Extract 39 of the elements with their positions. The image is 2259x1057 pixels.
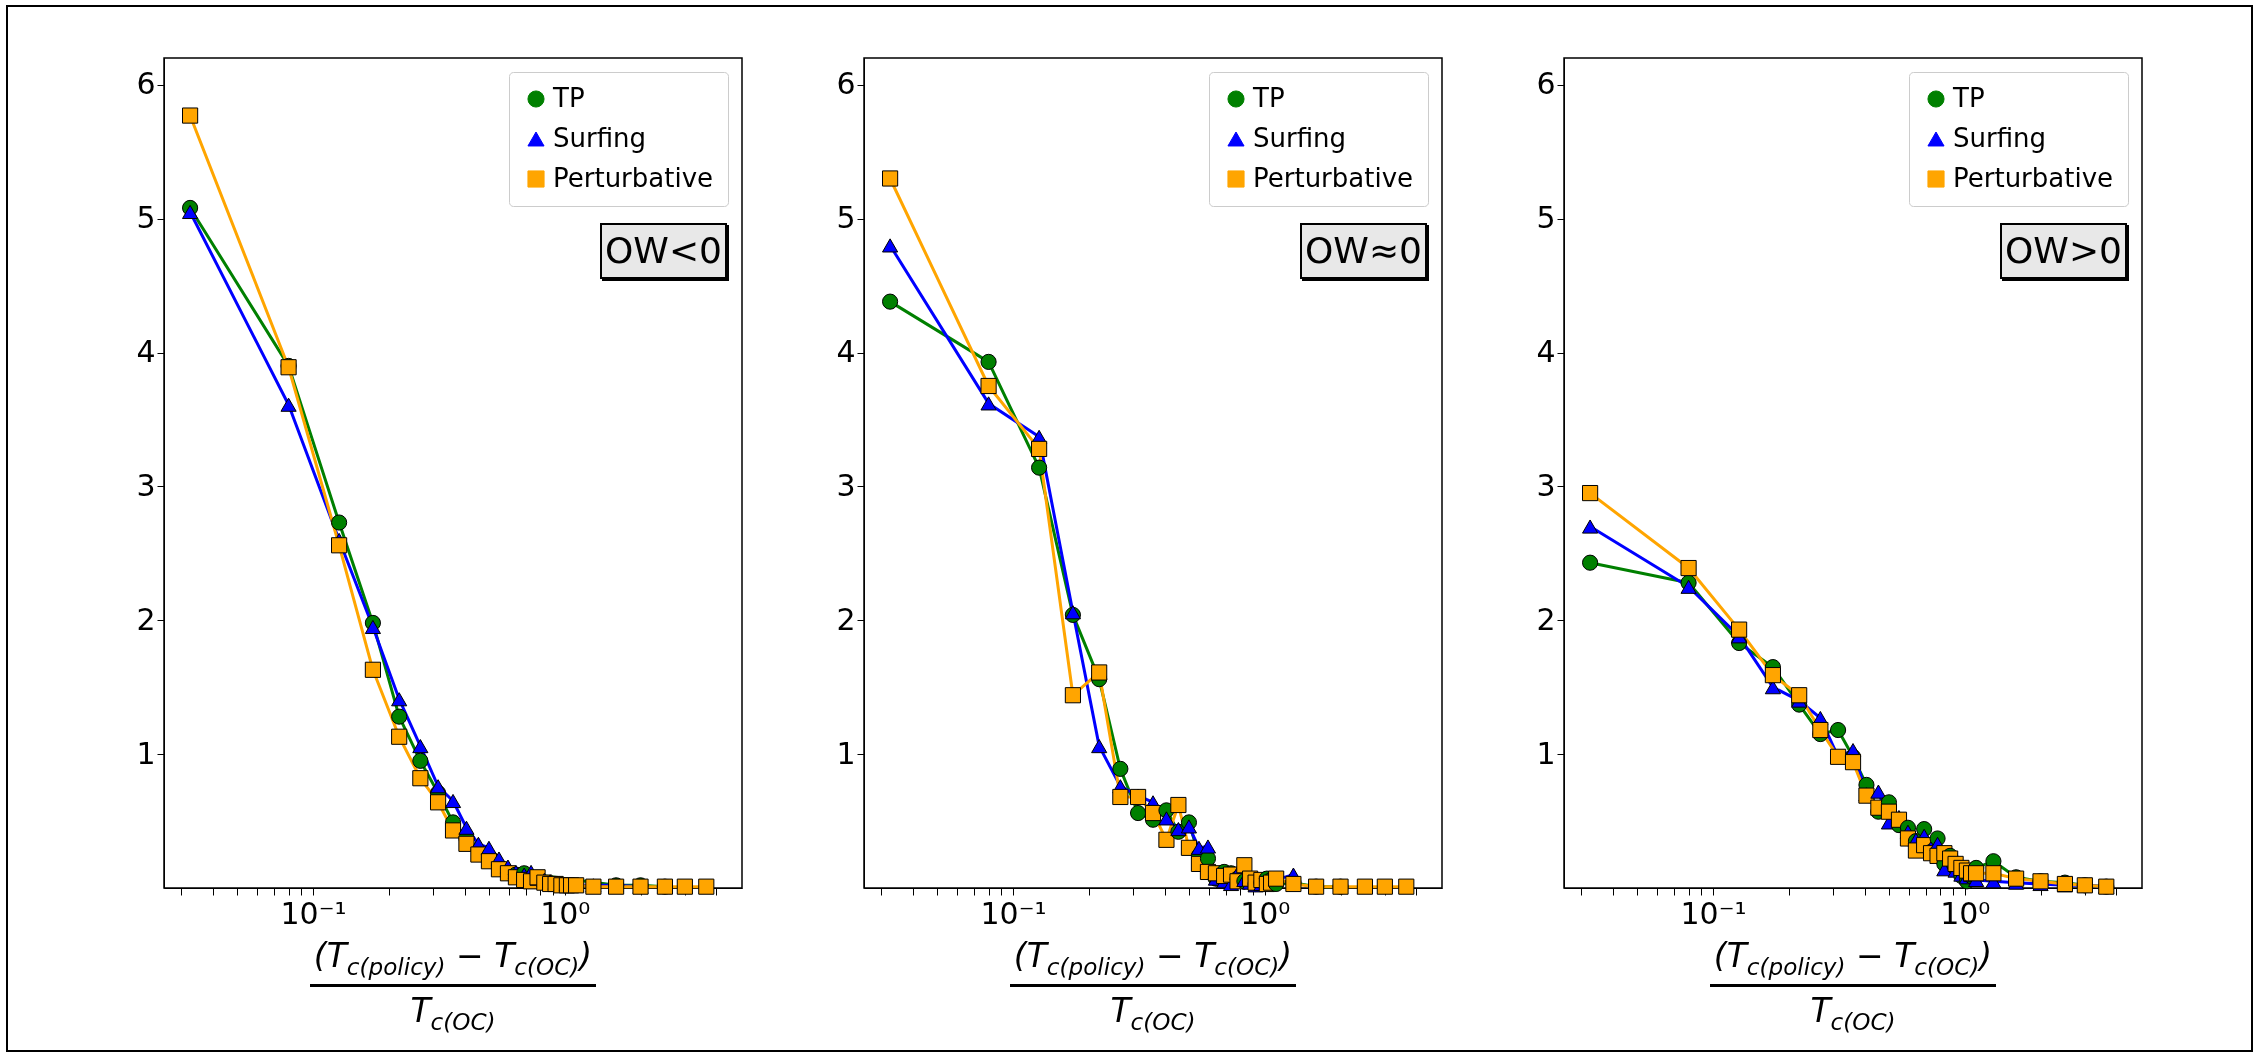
annotation: OW<0 bbox=[600, 223, 727, 279]
text: (T$_{c(policy)}$ − T$_{c(OC)}$) T$_{c(OC)}$ bbox=[1713, 936, 1993, 1035]
legend-label: Perturbative bbox=[1953, 163, 2114, 193]
y-tick-label: 4 bbox=[836, 334, 856, 370]
x-tick-label: 10⁻¹ bbox=[280, 895, 347, 931]
y-tick-label: 3 bbox=[1536, 467, 1556, 503]
legend-label: Surfing bbox=[1953, 123, 2047, 153]
x-tick-label: 10⁰ bbox=[540, 895, 591, 931]
y-tick-label: 1 bbox=[1536, 735, 1556, 771]
y-tick-label: 4 bbox=[136, 334, 156, 370]
legend-label: Perturbative bbox=[1253, 163, 1414, 193]
y-tick-label: 2 bbox=[1536, 601, 1556, 637]
y-tick-label: 5 bbox=[836, 200, 856, 236]
annotation: OW>0 bbox=[2000, 223, 2127, 279]
x-tick-label: 10⁰ bbox=[1940, 895, 1991, 931]
y-tick-label: 2 bbox=[836, 601, 856, 637]
x-tick-label: 10⁰ bbox=[1240, 895, 1291, 931]
legend-label: Perturbative bbox=[553, 163, 714, 193]
y-tick-label: 5 bbox=[136, 200, 156, 236]
y-tick-label: 6 bbox=[136, 66, 156, 102]
legend-label: Surfing bbox=[1253, 123, 1347, 153]
y-tick-label: 3 bbox=[136, 467, 156, 503]
y-tick-label: 6 bbox=[1536, 66, 1556, 102]
y-tick-label: 1 bbox=[836, 735, 856, 771]
annotation: OW≈0 bbox=[1300, 223, 1427, 279]
legend-label: TP bbox=[1252, 83, 1285, 113]
x-tick-label: 10⁻¹ bbox=[980, 895, 1047, 931]
y-tick-label: 4 bbox=[1536, 334, 1556, 370]
legend-label: Surfing bbox=[553, 123, 647, 153]
text: (T$_{c(policy)}$ − T$_{c(OC)}$) T$_{c(OC)}$ bbox=[1013, 936, 1293, 1035]
y-tick-label: 2 bbox=[136, 601, 156, 637]
text: (T$_{c(policy)}$ − T$_{c(OC)}$) T$_{c(OC)}$ bbox=[313, 936, 593, 1035]
y-tick-label: 5 bbox=[1536, 200, 1556, 236]
legend-label: TP bbox=[1952, 83, 1985, 113]
y-tick-label: 6 bbox=[836, 66, 856, 102]
y-tick-label: 1 bbox=[136, 735, 156, 771]
legend-label: TP bbox=[552, 83, 585, 113]
x-tick-label: 10⁻¹ bbox=[1680, 895, 1747, 931]
y-tick-label: 3 bbox=[836, 467, 856, 503]
